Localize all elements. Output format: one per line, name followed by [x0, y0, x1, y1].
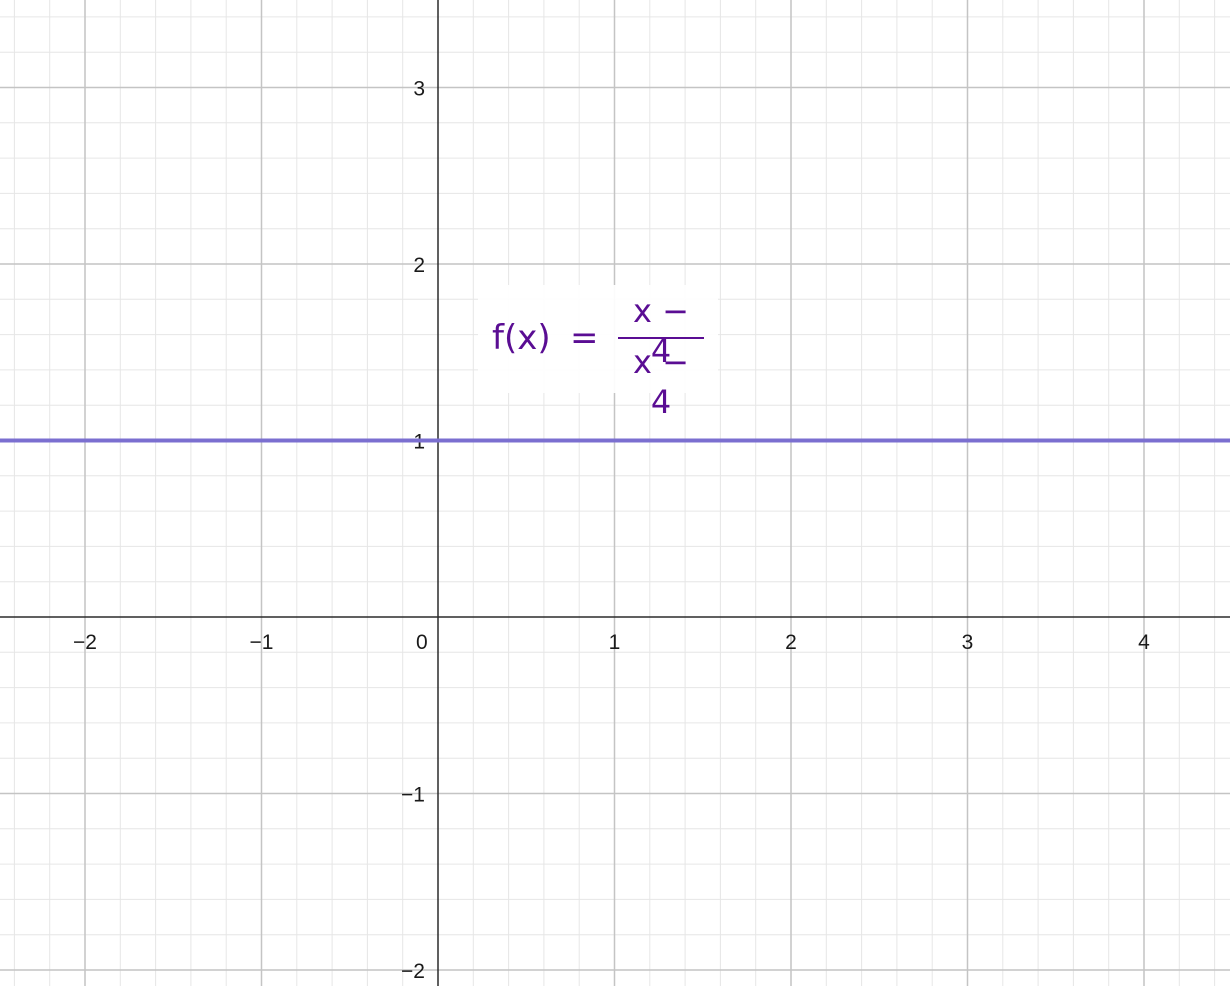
fraction-numerator: x − 4: [633, 292, 689, 370]
function-name: f(x): [492, 318, 551, 358]
fraction-denominator: x − 4: [633, 343, 689, 421]
x-tick-label: 0: [416, 631, 428, 654]
y-tick-label: 2: [413, 254, 425, 277]
x-tick-label: −1: [250, 631, 274, 654]
fraction-bar: [618, 337, 704, 339]
x-tick-label: −2: [73, 631, 97, 654]
x-tick-label: 3: [962, 631, 974, 654]
x-tick-label: 2: [785, 631, 797, 654]
function-label[interactable]: f(x) = x − 4 x − 4: [478, 285, 718, 421]
equals-sign: =: [570, 318, 599, 358]
y-tick-label: −2: [401, 960, 425, 983]
x-tick-label: 1: [609, 631, 621, 654]
y-tick-label: 3: [413, 78, 425, 101]
y-tick-label: −1: [401, 784, 425, 807]
x-tick-label: 4: [1138, 631, 1150, 654]
